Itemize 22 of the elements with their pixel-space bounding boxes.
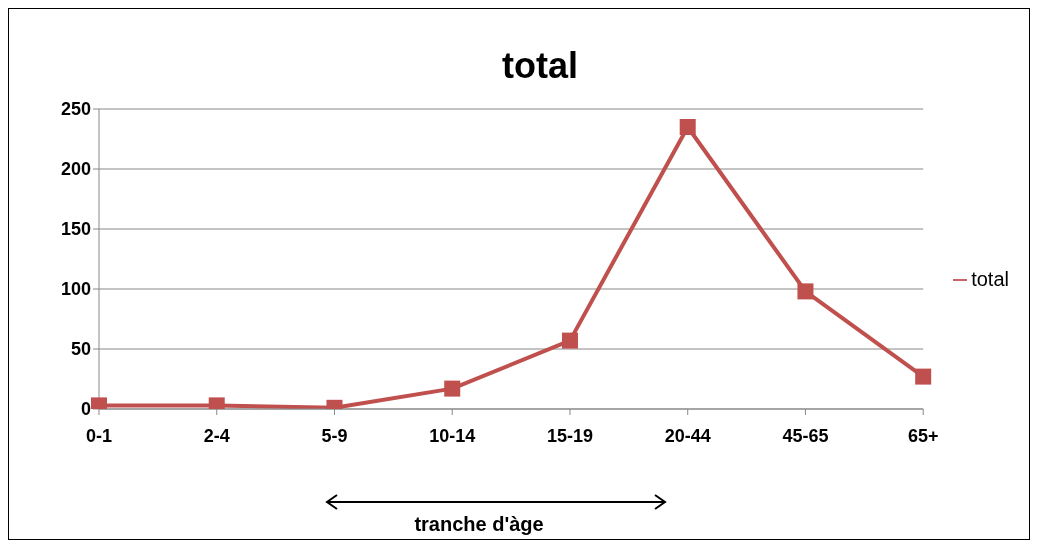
x-tick-label: 65+ (907, 425, 939, 446)
point (444, 380, 461, 397)
point (915, 368, 932, 385)
x-tick-label: 5-9 (321, 425, 348, 446)
x-tick-label: 10-14 (429, 425, 476, 446)
x-tick-label: 0-1 (85, 425, 113, 446)
x-axis-title: tranche d'àge (413, 513, 545, 536)
x-tick-label: 15-19 (546, 425, 593, 446)
x-tick-label: 20-44 (664, 425, 711, 446)
y-tick-label: 150 (60, 219, 91, 240)
x-tick-label: 2-4 (203, 425, 230, 446)
chart-title: total (501, 45, 579, 87)
y-tick-label: 250 (60, 99, 91, 120)
point (561, 332, 578, 349)
legend-label: total (971, 267, 1009, 290)
y-tick-label: 100 (60, 279, 91, 300)
point (679, 119, 696, 135)
y-tick-label: 50 (70, 339, 91, 360)
y-tick-label: 200 (60, 159, 91, 180)
x-tick-label: 45-65 (782, 425, 829, 446)
point (797, 283, 814, 300)
y-tick-label: 0 (80, 399, 91, 420)
